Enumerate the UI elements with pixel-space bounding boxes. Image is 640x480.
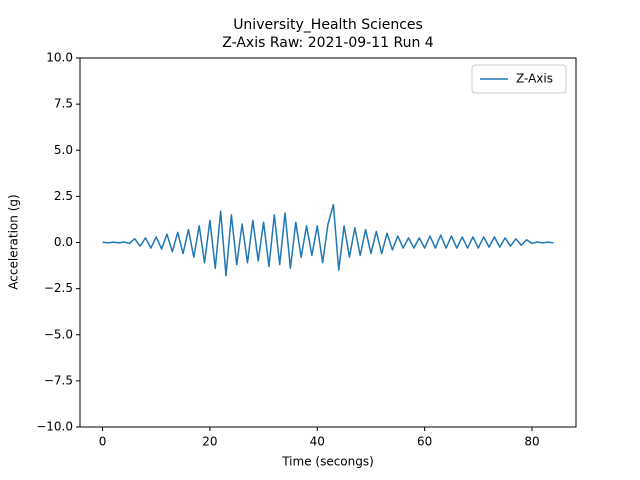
- chart-title: University_Health Sciences: [233, 17, 423, 33]
- x-tick-label: 60: [417, 435, 432, 449]
- y-tick-label: 5.0: [54, 143, 73, 157]
- y-tick-label: −10.0: [36, 420, 73, 434]
- x-axis-label: Time (secongs): [281, 455, 374, 469]
- y-tick-label: 2.5: [54, 189, 73, 203]
- x-tick-label: 40: [310, 435, 325, 449]
- y-tick-label: −7.5: [44, 373, 73, 387]
- y-tick-label: 7.5: [54, 97, 73, 111]
- x-tick-label: 80: [524, 435, 539, 449]
- legend-label: Z-Axis: [516, 72, 553, 86]
- x-tick-label: 0: [99, 435, 107, 449]
- chart-subtitle: Z-Axis Raw: 2021-09-11 Run 4: [222, 35, 434, 51]
- data-line: [102, 203, 554, 277]
- y-tick-label: −2.5: [44, 281, 73, 295]
- y-tick-label: 10.0: [46, 51, 73, 65]
- legend-box: [471, 64, 567, 94]
- y-tick-label: 0.0: [54, 235, 73, 249]
- y-tick-label: −5.0: [44, 327, 73, 341]
- x-tick-label: 20: [202, 435, 217, 449]
- y-axis-label: Acceleration (g): [7, 194, 21, 289]
